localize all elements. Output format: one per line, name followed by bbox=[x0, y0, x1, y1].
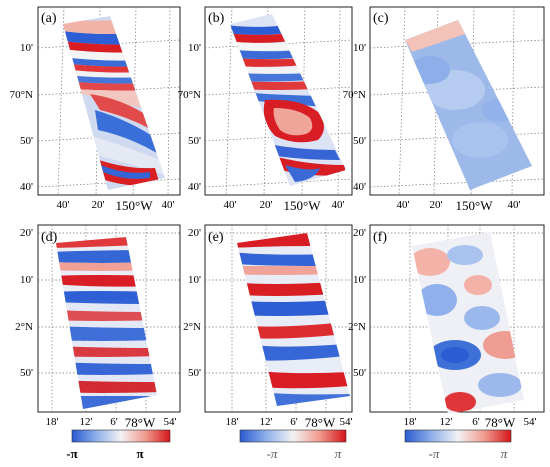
x-tick-label: 40' bbox=[508, 199, 521, 211]
x-tick-labels: 18' 12' 6' 78°W 54' bbox=[404, 415, 537, 430]
colorbar-min-label: -π bbox=[429, 446, 440, 461]
x-tick-label: 20' bbox=[260, 199, 273, 211]
y-tick-label: 50' bbox=[353, 367, 366, 379]
x-tick-label: 12' bbox=[440, 416, 453, 428]
x-tick-label: 12' bbox=[80, 416, 93, 428]
x-tick-labels: 40' 20' 150°W 40' bbox=[224, 198, 345, 213]
x-tick-label: 20' bbox=[92, 199, 105, 211]
x-tick-label: 18' bbox=[404, 416, 417, 428]
x-tick-label: 12' bbox=[260, 416, 273, 428]
interferogram-strip bbox=[405, 20, 532, 190]
y-tick-labels: 20' 10' 2°N 50' bbox=[183, 227, 201, 379]
y-tick-label: 40' bbox=[20, 181, 33, 193]
colorbar-gradient bbox=[404, 429, 512, 443]
y-tick-label: 70°N bbox=[178, 89, 201, 101]
interferogram-strip bbox=[237, 233, 350, 406]
map-frame bbox=[204, 6, 353, 196]
x-tick-labels: 18' 12' 6' 78°W 54' bbox=[46, 415, 177, 430]
y-tick-labels: 10' 70°N 50' 40' bbox=[10, 42, 33, 193]
panel-b: 10' 70°N 50' 40' 40' 20' 150°W 40' (b) bbox=[178, 6, 353, 213]
interferogram-strip bbox=[63, 16, 165, 190]
interferogram-strip bbox=[412, 232, 524, 414]
colorbar-min-label: -π bbox=[267, 446, 278, 461]
y-tick-label: 10' bbox=[353, 42, 366, 54]
colorbar-1: -π π bbox=[66, 429, 171, 461]
x-tick-label: 6' bbox=[110, 416, 118, 428]
panel-a: 10' 70°N 50' 40' 40' 20' 150°W 40' (a) bbox=[10, 6, 181, 213]
panel-label: (b) bbox=[208, 11, 225, 26]
y-tick-label: 20' bbox=[353, 227, 366, 239]
interferogram-strip bbox=[56, 237, 157, 409]
x-tick-label: 6' bbox=[472, 416, 480, 428]
x-tick-label: 150°W bbox=[456, 198, 494, 213]
y-tick-label: 70°N bbox=[343, 89, 366, 101]
y-tick-label: 10' bbox=[353, 274, 366, 286]
panel-f: 20' 10' 2°N 50' 18' 12' 6' 78°W 54' (f) bbox=[348, 224, 545, 430]
y-tick-label: 50' bbox=[188, 135, 201, 147]
y-tick-label: 70°N bbox=[10, 89, 33, 101]
x-tick-labels: 40' 20' 150°W 40' bbox=[57, 198, 175, 213]
y-tick-labels: 20' 10' 2°N 50' bbox=[15, 227, 33, 379]
x-tick-label: 20' bbox=[430, 199, 443, 211]
y-tick-label: 2°N bbox=[348, 321, 366, 333]
x-tick-label: 78°W bbox=[305, 415, 336, 430]
y-tick-label: 2°N bbox=[183, 321, 201, 333]
colorbar-gradient bbox=[71, 429, 171, 443]
panel-label: (d) bbox=[41, 230, 58, 245]
x-tick-label: 150°W bbox=[284, 198, 322, 213]
y-tick-label: 50' bbox=[20, 367, 33, 379]
interferogram-strip bbox=[230, 14, 346, 186]
panel-c: 10' 70°N 50' 40' 40' 20' 150°W 40' (c) bbox=[343, 6, 545, 213]
panel-d: 20' 10' 2°N 50' 18' 12' 6' 78°W 54' (d) bbox=[15, 224, 181, 430]
panel-label: (e) bbox=[208, 230, 224, 245]
colorbar-max-label: π bbox=[501, 446, 508, 461]
y-tick-label: 20' bbox=[20, 227, 33, 239]
y-tick-label: 50' bbox=[188, 367, 201, 379]
x-tick-label: 78°W bbox=[125, 415, 156, 430]
x-tick-label: 40' bbox=[224, 199, 237, 211]
y-tick-label: 50' bbox=[20, 135, 33, 147]
y-tick-label: 20' bbox=[188, 227, 201, 239]
x-tick-label: 150°W bbox=[116, 198, 154, 213]
panel-label: (f) bbox=[373, 230, 387, 245]
colorbar-3: -π π bbox=[404, 429, 512, 461]
y-tick-label: 10' bbox=[188, 274, 201, 286]
x-tick-label: 40' bbox=[332, 199, 345, 211]
y-tick-labels: 10' 70°N 50' 40' bbox=[178, 42, 201, 193]
y-tick-label: 10' bbox=[188, 42, 201, 54]
colorbar-max-label: π bbox=[136, 446, 143, 461]
x-tick-label: 6' bbox=[290, 416, 298, 428]
map-frame bbox=[204, 224, 353, 413]
y-tick-label: 50' bbox=[353, 135, 366, 147]
y-tick-label: 10' bbox=[20, 274, 33, 286]
map-frame bbox=[37, 6, 181, 196]
y-tick-labels: 20' 10' 2°N 50' bbox=[348, 227, 366, 379]
x-tick-labels: 18' 12' 6' 78°W 54' bbox=[226, 415, 353, 430]
y-tick-label: 10' bbox=[20, 42, 33, 54]
y-tick-label: 2°N bbox=[15, 321, 33, 333]
map-frame bbox=[369, 6, 545, 196]
panel-label: (c) bbox=[373, 11, 389, 26]
map-frame bbox=[37, 224, 181, 413]
colorbar-2: -π π bbox=[239, 429, 347, 461]
y-tick-labels: 10' 70°N 50' 40' bbox=[343, 42, 366, 193]
x-tick-label: 40' bbox=[162, 199, 175, 211]
x-tick-label: 40' bbox=[57, 199, 70, 211]
x-tick-labels: 40' 20' 150°W 40' bbox=[397, 198, 521, 213]
colorbar-max-label: π bbox=[335, 446, 342, 461]
x-tick-label: 18' bbox=[46, 416, 59, 428]
x-tick-label: 54' bbox=[340, 416, 353, 428]
colorbar-min-label: -π bbox=[66, 446, 77, 461]
y-tick-label: 40' bbox=[188, 181, 201, 193]
x-tick-label: 18' bbox=[226, 416, 239, 428]
panel-e: 20' 10' 2°N 50' 18' 12' 6' 78°W 54' (e) bbox=[183, 224, 353, 430]
colorbar-gradient bbox=[239, 429, 347, 443]
x-tick-label: 54' bbox=[524, 416, 537, 428]
x-tick-label: 54' bbox=[164, 416, 177, 428]
y-tick-label: 40' bbox=[353, 181, 366, 193]
panel-label: (a) bbox=[41, 11, 57, 26]
x-tick-label: 40' bbox=[397, 199, 410, 211]
x-tick-label: 78°W bbox=[485, 415, 516, 430]
